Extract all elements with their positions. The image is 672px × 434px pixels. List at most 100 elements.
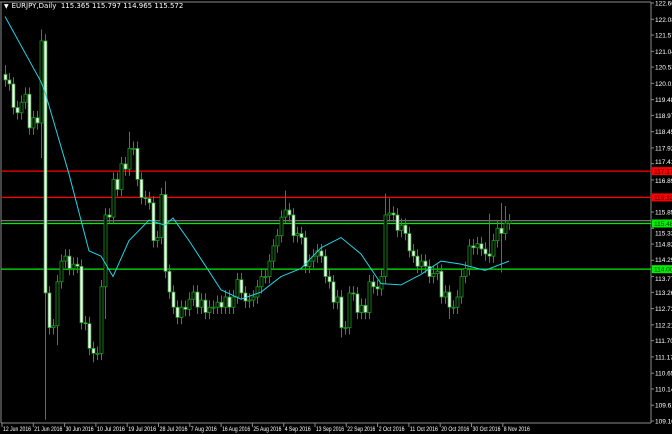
- resistance-level-tag: [652, 193, 672, 202]
- candle: [443, 285, 448, 304]
- price-tick-label: 120.535: [655, 65, 672, 72]
- candle: [47, 286, 52, 335]
- triangle-down-icon[interactable]: ▼: [4, 3, 9, 10]
- price-tick-label: 113.770: [655, 276, 672, 283]
- candle: [191, 285, 196, 306]
- bull-candle-body: [155, 237, 160, 242]
- bull-candle-body: [399, 224, 404, 231]
- candle: [203, 293, 208, 320]
- candle: [279, 210, 284, 243]
- price-tick-label: 111.175: [655, 354, 672, 361]
- candle: [451, 300, 456, 315]
- bear-candle-body: [139, 178, 144, 199]
- price-tick-label: 119.485: [655, 97, 672, 104]
- candle: [7, 73, 12, 91]
- date-tick-label: 16 Aug 2016: [222, 427, 251, 433]
- candle: [335, 290, 340, 310]
- bear-candle-body: [91, 347, 96, 354]
- candle: [255, 279, 260, 304]
- bull-candle-body: [111, 178, 116, 218]
- bear-candle-body: [7, 79, 12, 85]
- time-axis: 12 Jun 2016 21 Jun 2016 30 Jun 2016 10 Jul …: [1, 423, 531, 433]
- bull-candle-body: [59, 260, 64, 283]
- date-tick-label: 20 Oct 2016: [441, 427, 470, 433]
- bear-candle-body: [371, 281, 376, 288]
- bull-candle-body: [247, 299, 252, 302]
- bull-candle-body: [19, 101, 24, 114]
- candle: [431, 266, 436, 284]
- candle: [371, 275, 376, 294]
- candle: [147, 191, 152, 210]
- moving-average-line: [4, 16, 510, 300]
- bull-candle-body: [467, 245, 472, 269]
- price-tick-label: 109.615: [655, 403, 672, 410]
- bear-candle-body: [351, 292, 356, 295]
- support-level-tag: [652, 265, 672, 274]
- bull-candle-body: [263, 276, 268, 278]
- bull-candle-body: [251, 296, 256, 301]
- candle: [43, 34, 48, 420]
- bear-candle-body: [395, 214, 400, 231]
- candle: [19, 95, 24, 120]
- bull-candle-body: [283, 209, 288, 218]
- candle: [59, 254, 64, 289]
- candles: [3, 29, 512, 420]
- bear-candle-body: [47, 292, 52, 329]
- bear-candle-body: [67, 255, 72, 269]
- price-tick-label: 113.260: [655, 290, 672, 297]
- candle: [143, 190, 148, 206]
- bear-candle-body: [323, 255, 328, 277]
- bull-candle-body: [127, 147, 132, 170]
- candle: [327, 269, 332, 289]
- date-tick-label: 13 Sep 2016: [316, 427, 345, 433]
- candle: [79, 259, 84, 330]
- bull-candle-body: [187, 298, 192, 310]
- candle: [351, 286, 356, 301]
- candle: [359, 298, 364, 320]
- candle: [303, 230, 308, 274]
- candle: [35, 110, 40, 130]
- bear-candle-body: [79, 265, 84, 324]
- price-tick-label: 118.450: [655, 129, 672, 136]
- bear-candle-body: [303, 237, 308, 267]
- bull-candle-body: [199, 299, 204, 308]
- candle: [187, 292, 192, 317]
- candle: [23, 87, 28, 110]
- bull-candle-body: [343, 327, 348, 330]
- candle: [491, 233, 496, 263]
- price-tick-label: 120.010: [655, 81, 672, 88]
- bear-candle-body: [423, 260, 428, 267]
- support-level-tag: [652, 219, 672, 228]
- price-tick-label: 109.105: [655, 419, 672, 426]
- candle: [391, 206, 396, 222]
- candle: [383, 193, 388, 284]
- bull-candle-body: [159, 194, 164, 238]
- candle: [495, 221, 500, 248]
- candle: [347, 286, 352, 335]
- candle: [199, 293, 204, 315]
- bull-candle-body: [223, 296, 228, 308]
- date-tick-label: 10 Jul 2016: [97, 427, 126, 433]
- candle: [67, 249, 72, 276]
- candle: [475, 236, 480, 255]
- bull-candle-body: [495, 227, 500, 242]
- bull-candle-body: [503, 222, 508, 234]
- candle: [455, 290, 460, 315]
- bear-candle-body: [299, 233, 304, 238]
- bear-candle-body: [499, 227, 504, 234]
- candle: [219, 295, 224, 315]
- bear-candle-body: [27, 93, 32, 129]
- price-tick-label: 121.570: [655, 33, 672, 40]
- bear-candle-body: [403, 224, 408, 234]
- bull-candle-body: [307, 260, 312, 267]
- bull-candle-body: [359, 304, 364, 313]
- bull-candle-body: [443, 291, 448, 298]
- date-tick-label: 8 Nov 2016: [504, 427, 531, 433]
- price-tick-label: 121.045: [655, 49, 672, 56]
- candle: [155, 230, 160, 248]
- candle: [259, 269, 264, 294]
- bull-candle-body: [23, 93, 28, 103]
- candle: [271, 239, 276, 268]
